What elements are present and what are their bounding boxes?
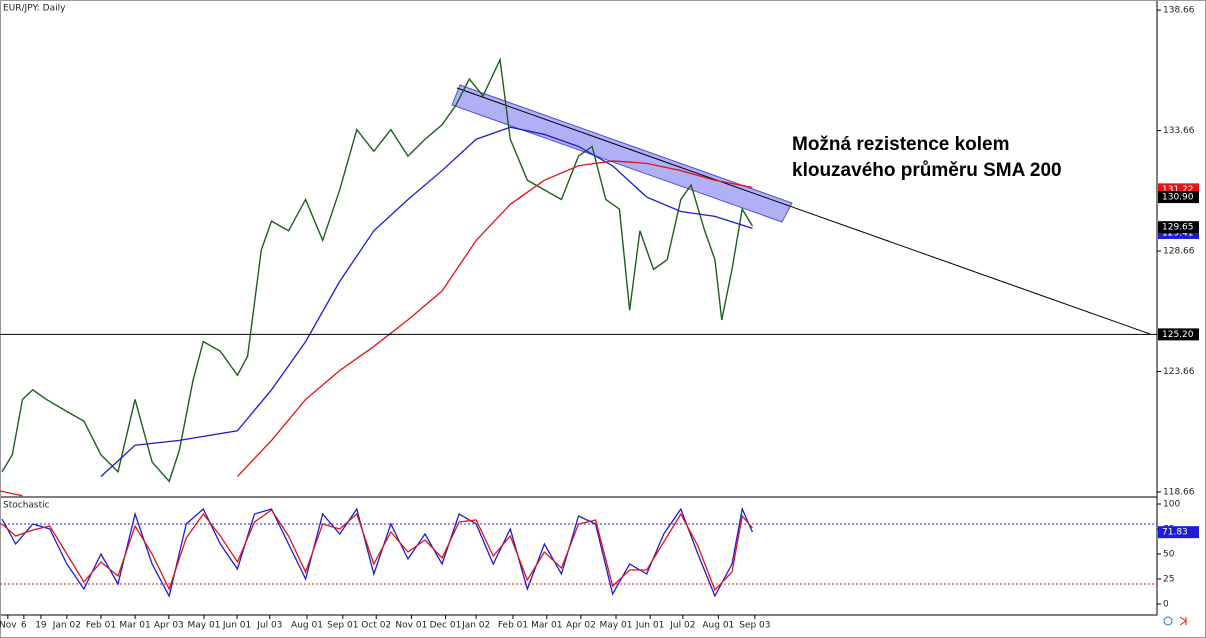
x-tick-label: Jun 01	[635, 621, 664, 631]
x-tick-label: Aug 01	[291, 621, 323, 631]
y-tick-label: 128.66	[1163, 247, 1195, 257]
x-tick-label: Feb 01	[86, 621, 116, 631]
y-tick-label: 25	[1163, 575, 1174, 585]
y-tick-label: 118.66	[1163, 487, 1195, 497]
series-line	[0, 490, 23, 497]
price-label: 71.83	[1162, 528, 1188, 538]
price-label-bg	[1158, 221, 1199, 234]
x-tick-label: Nov	[0, 621, 17, 631]
stoch-title: Stochastic	[3, 501, 50, 511]
x-tick-label: Aug 01	[702, 621, 734, 631]
series-line	[1, 509, 753, 592]
price-label: 125.20	[1162, 330, 1194, 340]
y-tick-label: 50	[1163, 550, 1175, 560]
y-tick-label: 100	[1163, 500, 1180, 510]
resistance-zone	[451, 84, 793, 223]
trend-line	[456, 87, 1151, 335]
y-tick-label: 138.66	[1163, 6, 1195, 16]
price-label-bg	[1158, 328, 1199, 341]
icon[interactable]	[1179, 616, 1187, 626]
x-tick-label: Apr 02	[566, 621, 596, 631]
x-tick-label: Sep 03	[739, 621, 770, 631]
price-label-bg	[1158, 526, 1199, 539]
x-tick-label: Jul 02	[669, 621, 695, 631]
icons[interactable]	[1163, 616, 1187, 626]
y-tick-label: 133.66	[1163, 126, 1195, 136]
series-line	[236, 160, 753, 477]
price-label: 131.22	[1162, 185, 1194, 195]
x-tick-label: 6	[21, 621, 27, 631]
y-tick-label: 0	[1163, 600, 1169, 610]
annotation: klouzavého průměru SMA 200	[792, 160, 1062, 181]
x-tick-label: Mar 01	[531, 621, 562, 631]
x-tick-label: 19	[35, 621, 47, 631]
price-label: 130.90	[1162, 193, 1194, 203]
x-tick-label: Oct 02	[361, 621, 391, 631]
x-tick-label: Jun 01	[222, 621, 251, 631]
x-tick-label: Apr 03	[154, 621, 184, 631]
y-tick-label: 123.66	[1163, 367, 1195, 377]
x-tick-label: May 01	[600, 621, 633, 631]
price-label: 129.65	[1162, 223, 1194, 233]
x-tick-label: Mar 01	[119, 621, 150, 631]
price-label-bg	[1158, 191, 1199, 204]
x-tick-label: Jul 03	[256, 621, 282, 631]
x-tick-label: Jan 02	[52, 621, 81, 631]
series-line	[100, 126, 753, 478]
x-tick-label: Jan 02	[461, 621, 490, 631]
x-tick-label: Feb 01	[498, 621, 528, 631]
price-title: EUR/JPY: Daily	[3, 4, 66, 14]
icon[interactable]	[1163, 616, 1173, 626]
x-tick-label: Sep 01	[327, 621, 358, 631]
x-tick-label: Dec 01	[430, 621, 462, 631]
x-tick-label: Nov 01	[395, 621, 427, 631]
series-line	[1, 57, 754, 483]
x-tick-label: May 01	[188, 621, 221, 631]
annotation: Možná rezistence kolem	[792, 134, 1010, 155]
price-label: 129.41	[1162, 228, 1194, 238]
